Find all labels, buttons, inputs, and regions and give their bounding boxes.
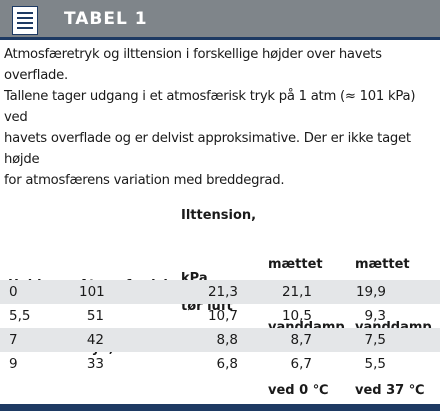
cell-saturated-0: 8,7 — [290, 332, 312, 348]
footer-rule — [0, 404, 440, 411]
cell-saturated-37: 9,3 — [364, 308, 386, 324]
cell-saturated-37: 19,9 — [355, 284, 386, 300]
table-row: 0 101 21,3 21,1 19,9 — [0, 280, 440, 304]
table-row: 5,5 51 10,7 10,5 9,3 — [0, 304, 440, 328]
cell-dry-air: 21,3 — [207, 284, 238, 300]
table-title: TABEL 1 — [64, 9, 148, 29]
table-header-bar: TABEL 1 — [0, 0, 440, 40]
cell-dry-air: 6,8 — [216, 356, 238, 372]
caption-line: Atmosfæretryk og ilttension i forskellig… — [4, 47, 382, 83]
cell-dry-air: 8,8 — [216, 332, 238, 348]
cell-saturated-37: 7,5 — [364, 332, 386, 348]
cell-height: 5,5 — [9, 308, 31, 324]
cell-height: 0 — [9, 284, 18, 300]
cell-height: 9 — [9, 356, 18, 372]
cell-height: 7 — [9, 332, 18, 348]
cell-saturated-0: 21,1 — [281, 284, 312, 300]
cell-saturated-0: 10,5 — [281, 308, 312, 324]
cell-dry-air: 10,7 — [207, 308, 238, 324]
cell-pressure: 33 — [86, 356, 104, 372]
cell-pressure: 101 — [79, 284, 105, 300]
caption-line: havets overflade og er delvist approksim… — [4, 131, 411, 167]
cell-saturated-0: 6,7 — [290, 356, 312, 372]
cell-pressure: 42 — [86, 332, 104, 348]
document-list-icon — [12, 6, 38, 35]
caption-line: for atmosfærens variation med breddegrad… — [4, 173, 285, 188]
cell-pressure: 51 — [86, 308, 104, 324]
caption-line: Tallene tager udgang i et atmosfærisk tr… — [4, 89, 416, 125]
cell-saturated-37: 5,5 — [364, 356, 386, 372]
table-row: 7 42 8,8 8,7 7,5 — [0, 328, 440, 352]
table-row: 9 33 6,8 6,7 5,5 — [0, 352, 440, 376]
table-caption: Atmosfæretryk og ilttension i forskellig… — [4, 44, 436, 191]
